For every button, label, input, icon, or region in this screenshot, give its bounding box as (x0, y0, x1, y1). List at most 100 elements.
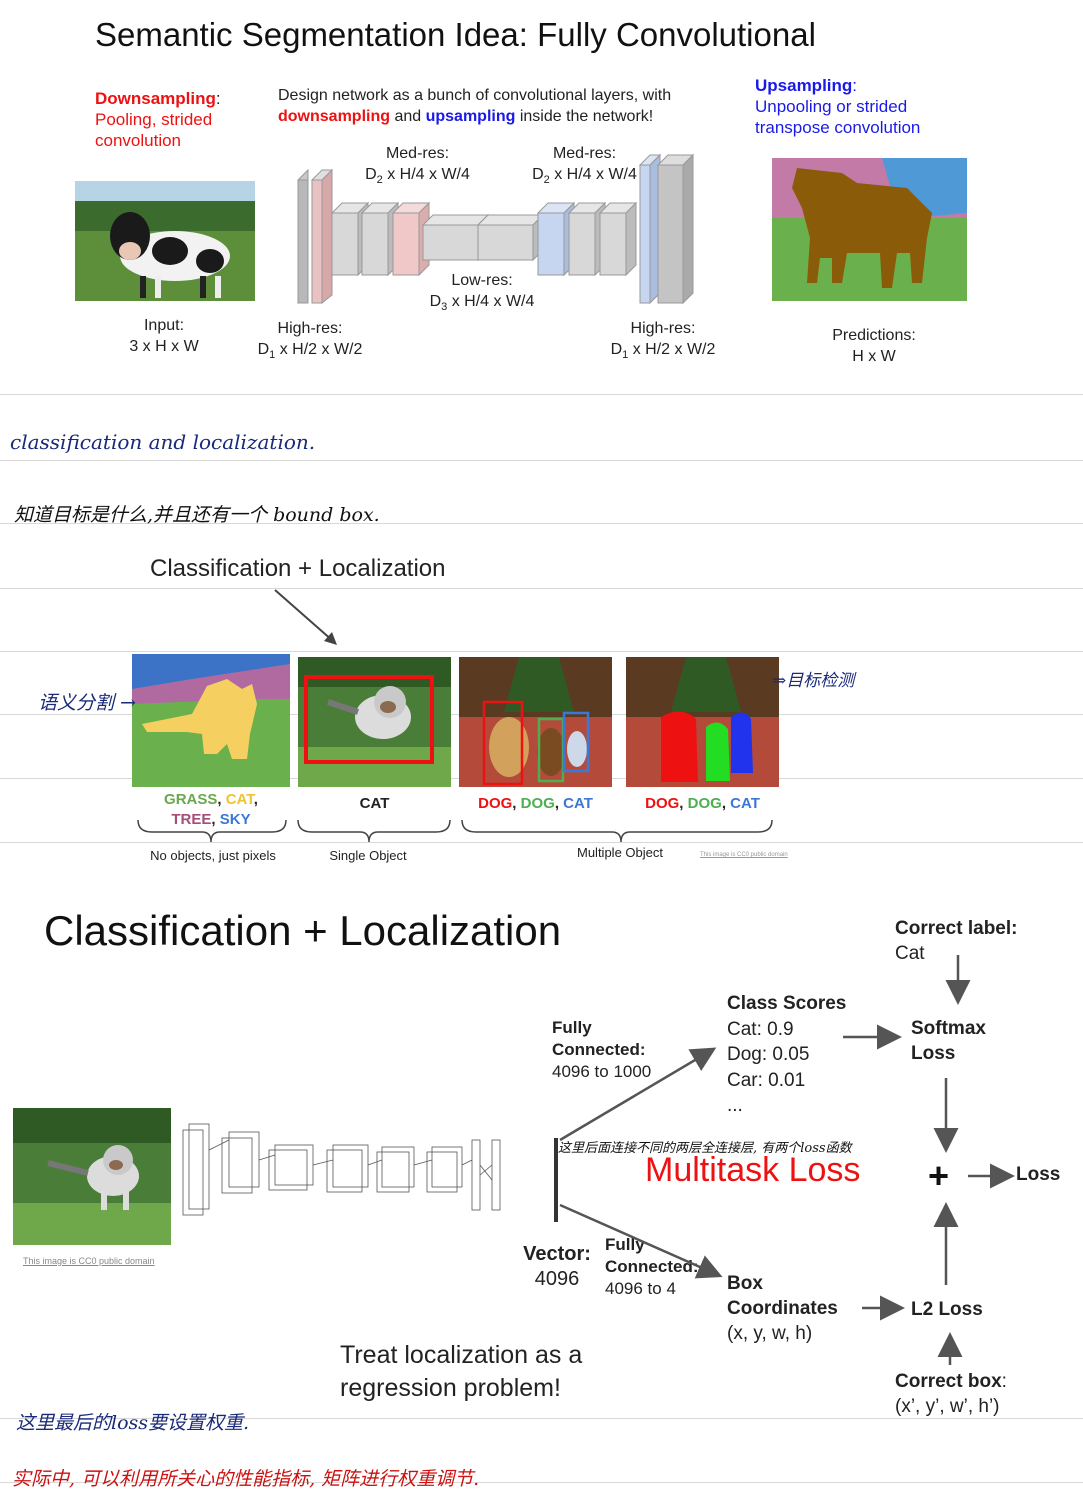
design-tail: inside the network! (515, 108, 654, 125)
medres-left-sub: 2 (376, 174, 383, 186)
correct-box-head: Correct box (895, 1371, 1002, 1392)
lowres-dims: x H/4 x W/4 (451, 293, 535, 310)
correct-label-head: Correct label: (895, 918, 1018, 939)
single-object-panel (298, 657, 451, 787)
medres-left-label: Med-res: D2 x H/4 x W/4 (360, 143, 475, 191)
slide3-title: Classification + Localization (44, 907, 562, 954)
note-classification: classification and localization. (10, 430, 316, 454)
highres-right-dims: x H/2 x W/2 (632, 341, 716, 358)
input-label: Input: 3 x H x W (104, 315, 224, 357)
vector-value: 4096 (534, 1268, 580, 1290)
label-tree: TREE (171, 811, 212, 828)
slide3-background (0, 906, 1083, 1418)
cow-input-image (75, 181, 255, 301)
slide3-credit[interactable]: This image is CC0 public domain (23, 1256, 155, 1266)
correct-label-value: Cat (895, 943, 925, 964)
note-practice: 实际中, 可以利用所关心的性能指标, 矩阵进行权重调节. (12, 1468, 480, 1490)
det-dog1: DOG (478, 795, 513, 812)
lowres-d: D (429, 293, 442, 310)
inst-dog1: DOG (645, 795, 680, 812)
note-object-detection: ⇒目标检测 (772, 671, 855, 691)
high-res-block-right (638, 153, 695, 305)
highres-right-sub: 1 (622, 349, 629, 361)
title-arrow (274, 589, 337, 645)
ruled-line (0, 1482, 1083, 1483)
fc2-line1: Fully (605, 1235, 645, 1254)
vector-label: Vector: 4096 (520, 1242, 594, 1292)
inst-dog2: DOG (687, 795, 722, 812)
slide2-credit[interactable]: This image is CC0 public domain (700, 852, 788, 858)
highres-right-title: High-res: (630, 320, 696, 337)
score-car: Car: 0.01 (727, 1069, 806, 1091)
highres-left-title: High-res: (277, 320, 343, 337)
label-sky: SKY (219, 811, 251, 828)
medres-right-label: Med-res: D2 x H/4 x W/4 (527, 143, 642, 191)
softmax-loss: Softmax Loss (911, 1016, 986, 1066)
vector-bar (554, 1138, 558, 1222)
fc1-line3: 4096 to 1000 (552, 1062, 652, 1081)
upsampling-line3: transpose convolution (755, 118, 921, 137)
det-sep2: , (554, 795, 564, 812)
input-dims: 3 x H x W (129, 338, 199, 355)
fc1-label: Fully Connected: 4096 to 1000 (552, 1017, 651, 1083)
fc2-line3: 4096 to 4 (605, 1279, 676, 1298)
plus-symbol: + (928, 1155, 950, 1196)
note-weight: 这里最后的loss要设置权重. (16, 1412, 250, 1434)
lowres-title: Low-res: (451, 272, 513, 289)
box-line1: Box (727, 1273, 763, 1294)
segmentation-panel (132, 654, 290, 787)
det-dog2: DOG (520, 795, 555, 812)
downsampling-line3: convolution (95, 131, 182, 150)
medres-left-title: Med-res: (385, 145, 450, 162)
med-res-blocks-right (536, 201, 638, 277)
ruled-line (0, 523, 1083, 524)
sep3: , (211, 811, 220, 828)
fc1-line1: Fully (552, 1018, 592, 1037)
softmax-line1: Softmax (911, 1018, 986, 1039)
medres-right-title: Med-res: (552, 145, 617, 162)
note-bound-box: 知道目标是什么,并且还有一个 bound box. (14, 504, 380, 526)
treat-line2: regression problem! (340, 1374, 561, 1402)
med-res-blocks-left (330, 201, 431, 277)
instance-labels: DOG, DOG, CAT (626, 795, 779, 812)
grouping-braces (137, 819, 773, 843)
sep2: , (253, 791, 258, 808)
fc2-label: Fully Connected: 4096 to 4 (605, 1234, 699, 1300)
ruled-line (0, 460, 1083, 461)
detection-panel (459, 657, 612, 787)
upsampling-line2: Unpooling or strided (755, 97, 908, 116)
score-cat: Cat: 0.9 (727, 1018, 794, 1040)
highres-left-label: High-res: D1 x H/2 x W/2 (250, 318, 370, 366)
downsampling-note: Downsampling: Pooling, strided convoluti… (95, 88, 221, 151)
ruled-line (0, 588, 1083, 589)
inst-sep2: , (721, 795, 731, 812)
low-res-blocks (421, 213, 545, 262)
upsampling-head: Upsampling (755, 76, 853, 95)
slide1-title: Semantic Segmentation Idea: Fully Convol… (95, 16, 816, 53)
input-title: Input: (143, 317, 185, 334)
ruled-line (0, 842, 1083, 843)
ruled-line (0, 651, 1083, 652)
upsampling-colon: : (852, 76, 858, 95)
medres-right-d: D (532, 166, 544, 183)
kitten-image (13, 1108, 171, 1245)
ruled-line (0, 394, 1083, 395)
brace-no-objects: No objects, just pixels (150, 848, 276, 863)
medres-left-dims: x H/4 x W/4 (387, 166, 470, 183)
predictions-label: Predictions: H x W (814, 325, 934, 367)
label-cat: CAT (225, 791, 254, 808)
slide2-title: Classification + Localization (150, 555, 446, 582)
multitask-loss-label: Multitask Loss (645, 1151, 861, 1189)
box-coordinates: Box Coordinates (x, y, w, h) (727, 1271, 838, 1346)
highres-right-d: D (610, 341, 623, 358)
predictions-title: Predictions: (832, 327, 916, 344)
score-dog: Dog: 0.05 (727, 1044, 810, 1065)
highres-left-d: D (257, 341, 270, 358)
highres-left-dims: x H/2 x W/2 (279, 341, 363, 358)
encoder-decoder-diagram (297, 153, 695, 305)
brace-single-object: Single Object (329, 848, 407, 863)
single-object-label: CAT (359, 795, 390, 812)
design-note: Design network as a bunch of convolution… (278, 85, 671, 127)
highres-left-sub: 1 (269, 349, 276, 361)
design-down: downsampling (278, 108, 390, 125)
